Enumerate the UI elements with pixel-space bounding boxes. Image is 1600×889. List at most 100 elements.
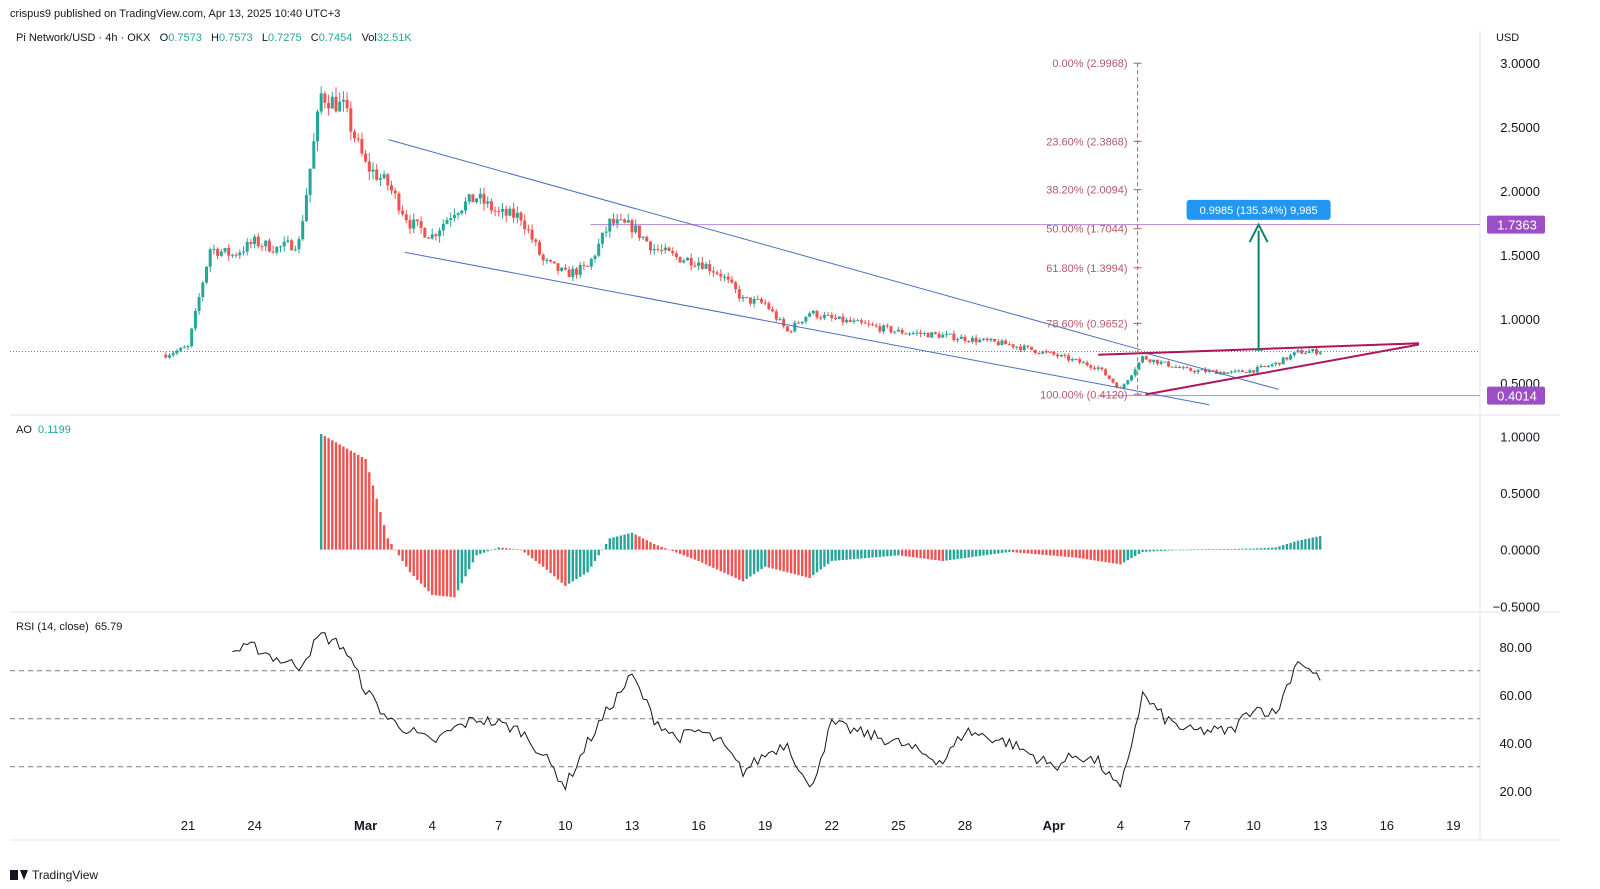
ao-bar <box>1093 550 1095 561</box>
candle-body <box>1067 355 1070 360</box>
candle-body <box>1023 346 1026 350</box>
x-tick-label: 4 <box>1117 818 1124 833</box>
candle-body <box>838 316 841 319</box>
ao-bar <box>361 457 363 550</box>
ao-bar <box>427 550 429 592</box>
ao-bar <box>390 544 392 550</box>
ao-bar <box>1038 550 1040 555</box>
ao-bar <box>764 550 766 567</box>
candle-body <box>753 299 756 304</box>
rsi-tick-label: 20.00 <box>1499 784 1532 799</box>
candle-body <box>527 229 530 230</box>
candle-body <box>1237 370 1240 371</box>
candle-body <box>349 108 352 131</box>
x-tick-label: 25 <box>891 818 905 833</box>
ao-bar <box>1149 550 1151 552</box>
candle-body <box>830 315 833 318</box>
candle-body <box>479 194 482 199</box>
candle-body <box>227 248 230 256</box>
ao-bar <box>331 440 333 549</box>
ao-bar <box>542 550 544 567</box>
candle-body <box>1223 372 1226 374</box>
ao-bar <box>553 550 555 577</box>
x-tick-label: 24 <box>247 818 261 833</box>
ao-bar <box>945 550 947 561</box>
candle-body <box>335 97 338 112</box>
candle-body <box>908 334 911 335</box>
candle-body <box>605 232 608 233</box>
ao-bar <box>731 550 733 577</box>
candle-body <box>745 297 748 298</box>
ao-bar <box>894 550 896 556</box>
candle-body <box>656 249 659 250</box>
price-tag-label: 1.7363 <box>1497 218 1537 233</box>
candle-body <box>786 326 789 331</box>
ao-bar <box>1312 538 1314 550</box>
ao-bar <box>927 550 929 559</box>
price-tag-label: 0.4014 <box>1497 389 1537 404</box>
ao-bar <box>1171 550 1173 551</box>
candle-body <box>1274 363 1277 365</box>
candle-body <box>708 264 711 271</box>
candle-body <box>397 193 400 210</box>
fib-level-label: 50.00% (1.7044) <box>1046 224 1127 236</box>
candle-body <box>364 154 367 162</box>
ao-bar <box>579 550 581 577</box>
price-tick-label: 3.0000 <box>1500 56 1540 71</box>
ao-bar <box>461 550 463 584</box>
ao-bar <box>583 550 585 575</box>
ao-bar <box>1090 550 1092 560</box>
candle-body <box>779 319 782 320</box>
candle-body <box>183 347 186 348</box>
ao-bar <box>487 550 489 552</box>
candle-body <box>797 323 800 324</box>
candle-body <box>549 260 552 262</box>
ao-bar <box>524 550 526 553</box>
candle-body <box>1004 340 1007 344</box>
candle-body <box>1001 340 1004 345</box>
x-tick-label: 16 <box>1380 818 1394 833</box>
ao-bar <box>1182 550 1184 551</box>
candle-body <box>975 338 978 342</box>
candle-body <box>893 331 896 332</box>
candle-body <box>179 348 182 351</box>
candle-body <box>1152 360 1155 362</box>
candle-body <box>434 234 437 236</box>
ao-bar <box>734 550 736 578</box>
candle-body <box>420 221 423 228</box>
x-tick-label: Mar <box>354 818 377 833</box>
candle-body <box>508 209 511 216</box>
ao-bar <box>1030 550 1032 554</box>
ao-bar <box>494 549 496 550</box>
ao-bar <box>801 550 803 576</box>
candle-body <box>631 220 634 232</box>
ao-bar <box>897 550 899 556</box>
candle-body <box>1123 384 1126 388</box>
ao-bar <box>346 449 348 550</box>
candle-body <box>586 266 589 267</box>
ao-tick-label: 0.0000 <box>1500 543 1540 558</box>
candle-body <box>516 213 519 218</box>
ao-bar <box>990 550 992 555</box>
candle-body <box>808 313 811 316</box>
candle-body <box>1189 368 1192 371</box>
ao-bar <box>1145 550 1147 552</box>
candle-body <box>279 246 282 247</box>
candle-body <box>1056 355 1059 357</box>
ao-bar <box>820 550 822 570</box>
ao-bar <box>934 550 936 560</box>
candle-body <box>468 194 471 201</box>
ao-bar <box>916 550 918 558</box>
candle-body <box>719 274 722 277</box>
ao-bar <box>1249 549 1251 550</box>
candle-body <box>283 242 286 247</box>
ao-bar <box>816 550 818 573</box>
candle-body <box>394 191 397 194</box>
candle-body <box>841 316 844 322</box>
ao-bar <box>1075 550 1077 558</box>
x-tick-label: 7 <box>495 818 502 833</box>
ao-bar <box>857 550 859 559</box>
ao-bar <box>649 542 651 550</box>
candle-body <box>912 333 915 334</box>
